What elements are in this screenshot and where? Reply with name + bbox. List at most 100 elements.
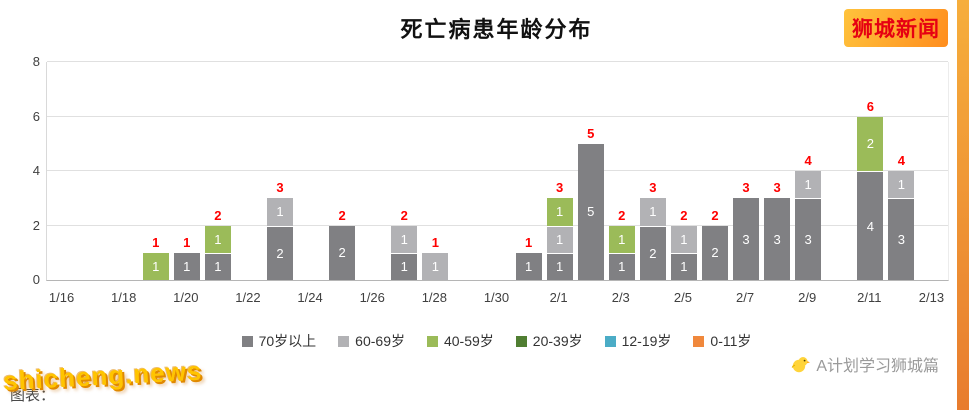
bar: 3 [731, 198, 762, 280]
y-tick-label: 6 [32, 108, 40, 124]
bar-total-label: 4 [804, 153, 812, 168]
legend-label: 20-39岁 [532, 333, 583, 349]
x-tick-label: 1/24 [297, 290, 323, 305]
credit-line: A计划学习狮城篇 [790, 352, 939, 376]
bar-segment: 1 [546, 225, 573, 253]
bar-segment: 1 [422, 252, 449, 280]
gridline [47, 115, 948, 117]
bar-total-label: 3 [276, 180, 284, 196]
bar: 2 [327, 225, 358, 280]
legend-item: 0-11岁 [693, 331, 751, 351]
bar-segment: 2 [267, 225, 293, 280]
x-tick-label: 2/3 [611, 290, 630, 305]
y-tick-label: 2 [32, 217, 40, 233]
x-tick-label: 1/26 [359, 290, 385, 305]
bar-total-label: 1 [431, 234, 439, 250]
bar-segment: 4 [857, 171, 884, 280]
gridline [47, 224, 948, 226]
legend-item: 12-19岁 [604, 331, 672, 351]
y-axis: 0 2 4 6 8 [14, 54, 40, 287]
bar-stack: 2 [701, 225, 728, 280]
legend-label: 40-59岁 [443, 333, 494, 349]
right-edge-accent-stripe [957, 0, 969, 410]
bar: 1 [513, 252, 544, 280]
x-tick-label: 1/30 [483, 290, 510, 305]
bar-stack: 1 [422, 252, 449, 280]
bar-segment: 2 [857, 116, 884, 171]
bar-stack: 2 [329, 225, 356, 280]
legend-swatch [693, 335, 705, 347]
gridline [47, 61, 948, 62]
bar-total-label: 2 [214, 207, 222, 223]
bar: 1 [140, 252, 171, 280]
x-tick-label: 2/13 [918, 290, 945, 305]
bar-segment: 1 [639, 198, 666, 226]
bar-total-label: 3 [773, 180, 781, 196]
bar-segment: 1 [173, 252, 200, 280]
bar-stack: 3 [764, 198, 791, 280]
x-tick-label: 2/11 [857, 290, 882, 305]
bar-total-label: 2 [680, 207, 688, 223]
brand-logo: 狮城新闻 [844, 9, 948, 47]
legend-label: 70岁以上 [258, 333, 317, 349]
bar-segment: 3 [888, 198, 915, 280]
y-tick-label: 4 [32, 163, 40, 178]
legend-swatch [515, 335, 527, 347]
bar-segment: 1 [267, 198, 293, 226]
x-tick-label: 1/20 [173, 290, 199, 305]
legend-swatch [338, 335, 350, 347]
x-tick-label: 1/22 [235, 290, 261, 305]
bar-stack: 1 [142, 252, 169, 280]
bar-segment: 2 [329, 225, 356, 280]
bar-total-label: 5 [587, 125, 595, 141]
x-tick-label: 1/28 [421, 290, 447, 305]
bar-stack: 1 [515, 252, 542, 280]
chart-title: 死亡病患年龄分布 [400, 17, 593, 42]
bar-stack: 5 [577, 143, 604, 280]
bar-segment: 1 [391, 225, 418, 253]
bar-segment: 2 [639, 225, 666, 280]
x-tick-label: 2/7 [736, 290, 755, 305]
bar-total-label: 2 [618, 207, 626, 223]
x-tick-label: 1/18 [111, 290, 137, 305]
bar-segment: 1 [670, 252, 697, 280]
chick-icon [792, 357, 811, 373]
bar-total-label: 1 [152, 234, 160, 250]
bar: 1 [171, 252, 202, 280]
legend-label: 12-19岁 [621, 333, 672, 349]
bar-segment: 1 [515, 252, 542, 280]
gridline [47, 170, 948, 171]
bar-segment: 1 [204, 225, 231, 253]
bar-total-label: 3 [649, 180, 657, 196]
legend-swatch [604, 335, 616, 347]
legend-swatch [426, 335, 438, 347]
bar-segment: 3 [733, 198, 760, 280]
legend-label: 0-11岁 [710, 333, 752, 349]
bar-segment: 5 [577, 143, 604, 280]
x-tick-label: 2/9 [798, 290, 817, 305]
legend-item: 70岁以上 [241, 331, 317, 351]
bar-total-label: 6 [866, 98, 874, 114]
y-tick-label: 0 [32, 272, 40, 287]
bar: 3 [762, 198, 793, 280]
bar-total-label: 1 [524, 234, 533, 250]
credit-text: A计划学习狮城篇 [816, 358, 939, 375]
bar-stack: 1 [173, 252, 200, 280]
bar-total-label: 3 [742, 180, 750, 196]
